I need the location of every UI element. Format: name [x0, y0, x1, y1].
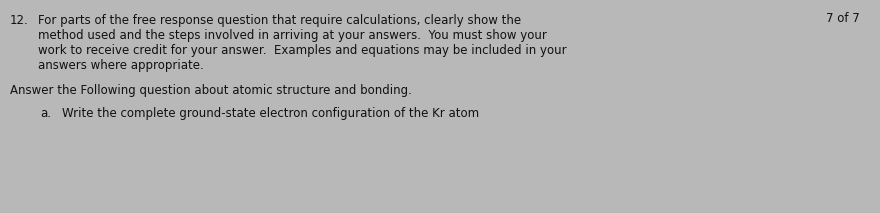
Text: work to receive credit for your answer.  Examples and equations may be included : work to receive credit for your answer. … — [38, 44, 567, 57]
Text: 7 of 7: 7 of 7 — [826, 12, 860, 25]
Text: method used and the steps involved in arriving at your answers.  You must show y: method used and the steps involved in ar… — [38, 29, 546, 42]
Text: 12.: 12. — [10, 14, 29, 27]
Text: answers where appropriate.: answers where appropriate. — [38, 59, 204, 72]
Text: For parts of the free response question that require calculations, clearly show : For parts of the free response question … — [38, 14, 521, 27]
Text: Write the complete ground-state electron configuration of the Kr atom: Write the complete ground-state electron… — [62, 107, 479, 120]
Text: a.: a. — [40, 107, 51, 120]
Text: Answer the Following question about atomic structure and bonding.: Answer the Following question about atom… — [10, 84, 412, 97]
